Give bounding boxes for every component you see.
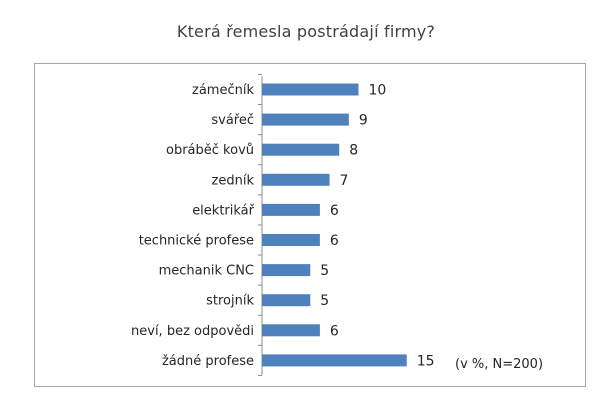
- category-label: obráběč kovů: [166, 143, 254, 158]
- data-label: 15: [417, 353, 435, 369]
- category-label: mechanik CNC: [159, 264, 254, 279]
- data-label: 5: [320, 263, 329, 279]
- category-label: strojník: [206, 294, 254, 309]
- category-label: svářeč: [211, 113, 254, 128]
- bar: [262, 234, 320, 246]
- data-label: 8: [349, 143, 358, 159]
- category-label: zedník: [212, 173, 255, 188]
- bar: [262, 173, 330, 186]
- category-label: technické profese: [139, 234, 254, 249]
- bar: [262, 294, 311, 307]
- category-label: neví, bez odpovědi: [131, 324, 254, 339]
- category-label: zámečník: [192, 83, 254, 98]
- data-label: 6: [330, 203, 339, 219]
- bar: [262, 113, 349, 126]
- bar: [262, 354, 407, 367]
- data-label: 6: [330, 233, 339, 249]
- category-label: elektrikář: [192, 203, 254, 218]
- bar: [262, 83, 359, 96]
- bar: [262, 264, 311, 277]
- bar: [262, 203, 320, 216]
- chart-title: Která řemesla postrádají firmy?: [176, 22, 436, 41]
- bar: [262, 324, 320, 337]
- data-label: 5: [320, 293, 329, 309]
- data-label: 9: [359, 113, 368, 129]
- plot-area-frame: [34, 63, 586, 387]
- data-label: 6: [330, 323, 339, 339]
- data-label: 7: [340, 173, 349, 189]
- category-label: žádné profese: [162, 354, 254, 369]
- bar: [262, 143, 340, 156]
- sample-note: (v %, N=200): [455, 357, 544, 372]
- data-label: 10: [369, 83, 387, 99]
